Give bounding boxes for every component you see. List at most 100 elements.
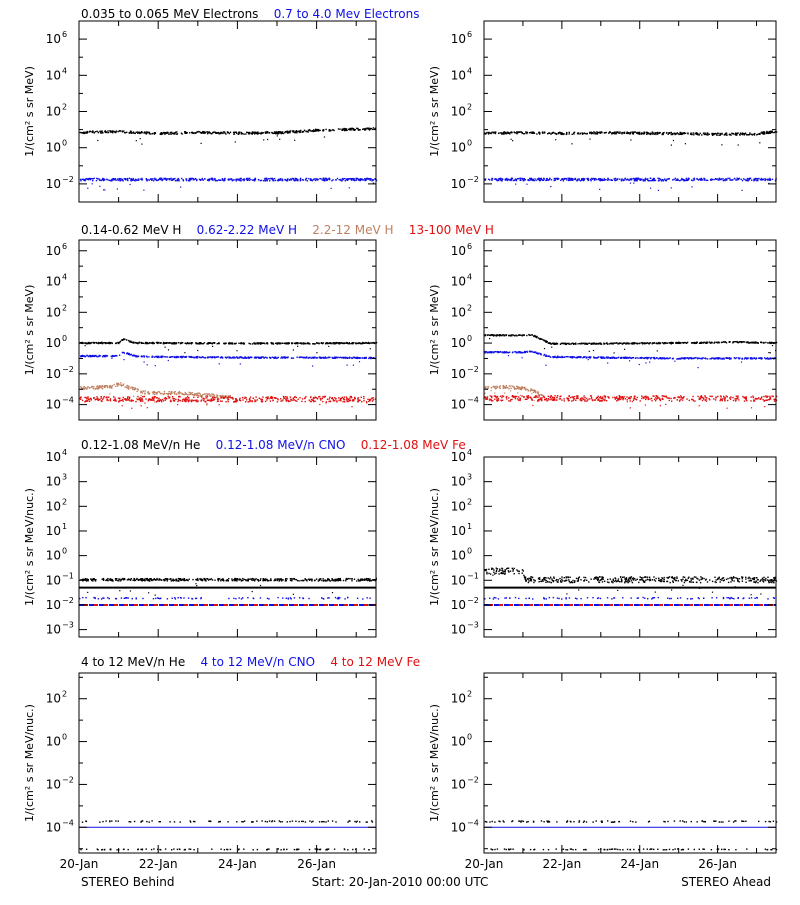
data-point	[186, 356, 187, 357]
outlier-point	[630, 183, 631, 184]
data-point	[358, 179, 359, 180]
data-point	[497, 352, 498, 353]
data-point	[299, 397, 300, 398]
data-point	[315, 178, 316, 179]
data-point	[113, 396, 114, 397]
data-point	[534, 178, 535, 179]
data-point	[212, 179, 213, 180]
data-point	[315, 130, 316, 131]
data-point	[592, 179, 593, 180]
data-point	[559, 357, 560, 358]
data-point	[349, 400, 350, 401]
data-point	[726, 134, 727, 135]
data-point	[80, 397, 81, 398]
y-tick-exp: −4	[62, 396, 74, 405]
data-point	[585, 133, 586, 134]
data-point	[231, 343, 232, 344]
data-point	[667, 343, 668, 344]
data-point	[514, 132, 515, 133]
outlier-point	[143, 190, 144, 191]
outlier-point	[123, 359, 124, 360]
data-point	[87, 355, 88, 356]
data-point	[353, 357, 354, 358]
data-point	[685, 133, 686, 134]
data-point	[153, 180, 154, 181]
data-point	[370, 129, 371, 130]
outlier-point	[331, 188, 332, 189]
data-point	[303, 357, 304, 358]
data-point	[615, 398, 616, 399]
data-point	[193, 397, 194, 398]
data-point	[652, 179, 653, 180]
data-point	[91, 356, 92, 357]
data-point	[767, 179, 768, 180]
data-point	[487, 352, 488, 353]
data-point	[311, 130, 312, 131]
data-point	[265, 401, 266, 402]
data-point	[201, 399, 202, 400]
data-point	[516, 335, 517, 336]
data-point	[657, 343, 658, 344]
data-point	[741, 341, 742, 342]
data-point	[272, 400, 273, 401]
outlier-point	[650, 188, 651, 189]
data-point	[344, 129, 345, 130]
data-point	[96, 342, 97, 343]
data-point	[298, 399, 299, 400]
data-point	[289, 179, 290, 180]
data-point	[133, 355, 134, 356]
data-point	[295, 132, 296, 133]
data-point	[343, 357, 344, 358]
row-title-1: 0.035 to 0.065 MeV Electrons 0.7 to 4.0 …	[81, 7, 419, 21]
data-point	[248, 132, 249, 133]
data-point	[561, 179, 562, 180]
data-point	[494, 399, 495, 400]
data-point	[263, 357, 264, 358]
data-point	[646, 357, 647, 358]
data-point	[216, 180, 217, 181]
data-point	[660, 179, 661, 180]
data-point	[112, 355, 113, 356]
data-point	[567, 343, 568, 344]
data-point	[555, 343, 556, 344]
data-point	[158, 398, 159, 399]
data-point	[686, 343, 687, 344]
data-point	[167, 342, 168, 343]
data-point	[166, 393, 167, 394]
data-point	[107, 400, 108, 401]
data-point	[190, 394, 191, 395]
data-point	[652, 343, 653, 344]
data-point	[504, 335, 505, 336]
data-point	[601, 357, 602, 358]
data-point	[91, 342, 92, 343]
data-point	[668, 178, 669, 179]
y-tick-exp: 0	[62, 139, 67, 148]
data-point	[97, 178, 98, 179]
data-point	[84, 401, 85, 402]
data-point	[351, 397, 352, 398]
data-point	[733, 400, 734, 401]
outlier-point	[236, 350, 237, 351]
data-point	[209, 400, 210, 401]
data-point	[756, 134, 757, 135]
data-point	[266, 342, 267, 343]
data-point	[272, 178, 273, 179]
data-point	[737, 342, 738, 343]
data-point	[191, 400, 192, 401]
data-point	[305, 401, 306, 402]
data-point	[630, 133, 631, 134]
data-point	[742, 180, 743, 181]
data-point	[135, 401, 136, 402]
data-point	[267, 398, 268, 399]
data-point	[186, 180, 187, 181]
data-point	[158, 357, 159, 358]
data-point	[278, 131, 279, 132]
data-point	[678, 358, 679, 359]
data-point	[697, 134, 698, 135]
data-point	[151, 342, 152, 343]
data-point	[591, 343, 592, 344]
outlier-point	[489, 338, 490, 339]
data-point	[183, 356, 184, 357]
y-tick-exp: 2	[467, 103, 472, 112]
data-point	[610, 179, 611, 180]
